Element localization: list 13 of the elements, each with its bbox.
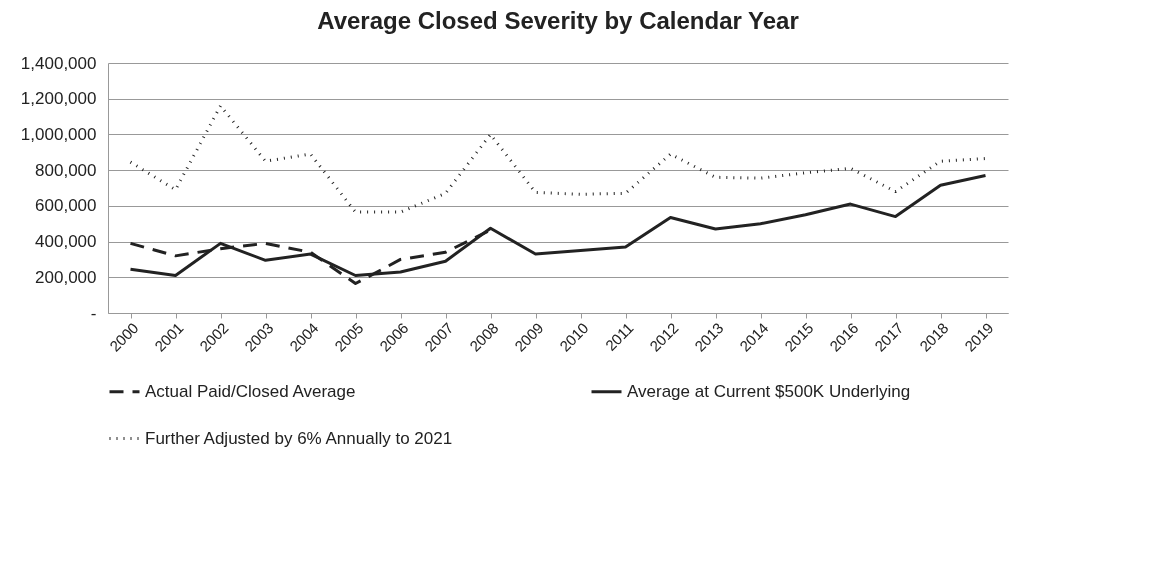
chart-title: Average Closed Severity by Calendar Year: [317, 7, 799, 34]
y-tick-label: 600,000: [35, 196, 97, 216]
y-tick-label: 1,000,000: [20, 124, 97, 144]
legend-label: Further Adjusted by 6% Annually to 2021: [145, 428, 453, 448]
legend-label: Actual Paid/Closed Average: [145, 381, 356, 401]
legend-label: Average at Current $500K Underlying: [627, 381, 911, 401]
y-tick-label: 1,200,000: [20, 89, 97, 109]
y-tick-label: 1,400,000: [20, 53, 97, 73]
y-tick-label: 400,000: [35, 232, 97, 252]
y-tick-label: 800,000: [35, 160, 97, 180]
y-tick-label: 200,000: [35, 267, 97, 287]
y-tick-label: -: [90, 303, 97, 323]
line-series: [129, 104, 987, 214]
